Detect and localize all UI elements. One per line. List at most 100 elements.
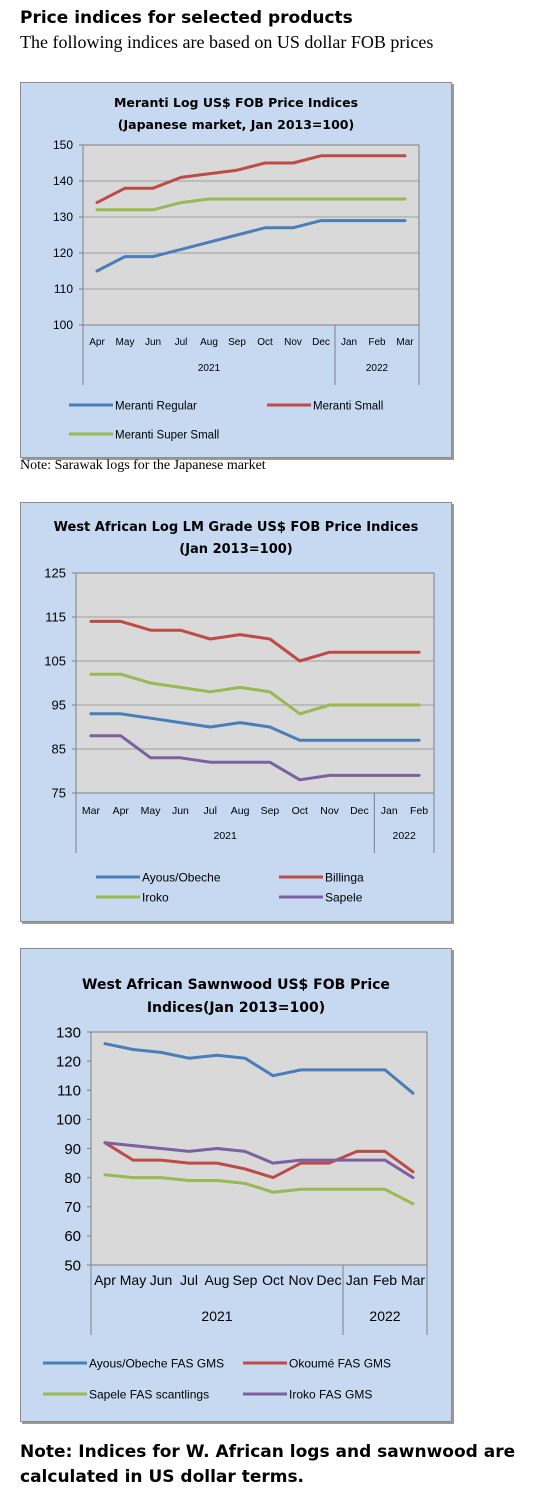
chart1-x-tick-label: Mar — [396, 337, 414, 348]
chart2-title: West African Log LM Grade US$ FOB Price … — [54, 520, 419, 535]
page-subheading: The following indices are based on US do… — [20, 32, 434, 52]
chart1-title: Meranti Log US$ FOB Price Indices — [114, 95, 358, 110]
footnote: Note: Indices for W. African logs and sa… — [20, 1442, 516, 1487]
chart2-y-tick-label: 75 — [52, 786, 66, 801]
wa-log-chart-panel: West African Log LM Grade US$ FOB Price … — [20, 502, 452, 922]
chart1-x-tick-label: May — [116, 337, 135, 348]
chart2-legend-label: Ayous/Obeche — [142, 871, 221, 885]
wa-sawnwood-chart-panel: West African Sawnwood US$ FOB Price Indic… — [20, 948, 452, 1422]
chart3-x-tick-label: May — [120, 1272, 146, 1288]
chart1-x-tick-label: Jul — [175, 337, 188, 348]
chart1-y-tick-label: 110 — [54, 282, 73, 296]
chart2-y-tick-label: 125 — [44, 566, 66, 581]
chart3-y-tick-label: 110 — [57, 1083, 81, 1100]
chart3-x-tick-label: Jan — [346, 1272, 369, 1288]
chart1-y-tick-label: 100 — [53, 318, 73, 332]
chart1-plot-area — [82, 144, 420, 326]
chart3-y-tick-label: 100 — [56, 1112, 81, 1129]
chart1-x-tick-label: Feb — [368, 337, 386, 348]
chart3-y-tick-label: 70 — [64, 1199, 81, 1216]
chart1-x-tick-label: Aug — [200, 337, 218, 348]
chart3-y-tick-label: 60 — [64, 1228, 81, 1245]
chart2-x-tick-label: Oct — [292, 805, 308, 817]
chart1-x-tick-label: Nov — [284, 337, 302, 348]
chart2-x-tick-label: Sep — [261, 805, 280, 817]
chart2-subtitle: (Jan 2013=100) — [179, 542, 292, 557]
chart3-series-iroko-fas-gms — [103, 1141, 415, 1180]
chart3-series-sapele-fas-scantlings — [103, 1173, 415, 1206]
chart1-x-tick-label: Dec — [312, 337, 330, 348]
chart3-x-tick-label: Nov — [289, 1272, 314, 1288]
chart3-year-label: 2021 — [201, 1308, 232, 1324]
chart3-y-tick-label: 50 — [64, 1257, 81, 1274]
chart3-title: West African Sawnwood US$ FOB Price — [82, 977, 390, 993]
chart1-y-tick-label: 140 — [53, 174, 73, 188]
chart2-y-tick-label: 105 — [44, 654, 66, 669]
chart1-subtitle: (Japanese market, Jan 2013=100) — [118, 117, 354, 132]
chart2-x-tick-label: Aug — [231, 805, 250, 817]
chart1-legend-label: Meranti Super Small — [115, 429, 219, 441]
meranti-chart-panel: Meranti Log US$ FOB Price Indices (Japane… — [20, 82, 452, 458]
chart3-y-tick-label: 130 — [56, 1024, 81, 1041]
chart1-y-tick-label: 130 — [53, 210, 73, 224]
chart3-x-tick-label: Sep — [233, 1272, 258, 1288]
chart3-series-ayous-obeche-fas-gms — [103, 1042, 415, 1095]
meranti-chart: Meranti Log US$ FOB Price Indices (Japane… — [53, 95, 420, 441]
chart3-x-tick-label: Dec — [317, 1272, 342, 1288]
chart2-series-sapele — [89, 734, 421, 782]
chart1-series-meranti-super-small — [95, 197, 407, 212]
chart3-x-tick-label: Jun — [150, 1272, 173, 1288]
chart1-y-tick-label: 150 — [53, 138, 73, 152]
chart2-y-tick-label: 95 — [52, 698, 66, 713]
meranti-note: Note: Sarawak logs for the Japanese mark… — [20, 458, 266, 473]
chart3-y-tick-label: 120 — [56, 1053, 81, 1070]
chart3-x-tick-label: Mar — [401, 1272, 425, 1288]
chart3-subtitle: Indices(Jan 2013=100) — [147, 1000, 325, 1016]
chart1-legend-label: Meranti Small — [313, 400, 383, 412]
chart3-x-tick-label: Feb — [373, 1272, 397, 1288]
chart3-x-tick-label: Jul — [180, 1272, 198, 1288]
chart3-y-tick-label: 90 — [64, 1141, 81, 1158]
chart2-x-tick-label: Jul — [204, 805, 217, 817]
chart2-x-tick-label: Jan — [381, 805, 398, 817]
chart2-series-billinga — [89, 619, 421, 663]
chart1-x-tick-label: Jan — [341, 337, 357, 348]
chart2-x-tick-label: May — [141, 805, 162, 817]
chart2-x-tick-label: Apr — [113, 805, 130, 817]
chart2-x-tick-label: Dec — [350, 805, 369, 817]
chart3-year-label: 2022 — [369, 1308, 400, 1324]
chart2-legend-label: Sapele — [325, 891, 363, 905]
page-heading: Price indices for selected products — [20, 8, 353, 28]
chart2-x-tick-label: Jun — [172, 805, 189, 817]
chart3-legend-label: Sapele FAS scantlings — [89, 1388, 209, 1402]
chart1-y-tick-label: 120 — [53, 246, 73, 260]
chart3-legend-label: Okoumé FAS GMS — [289, 1357, 391, 1371]
chart2-year-label: 2022 — [392, 830, 416, 842]
chart2-series-iroko — [89, 672, 421, 716]
chart2-series-ayous-obeche — [89, 712, 421, 742]
chart2-x-tick-label: Nov — [320, 805, 339, 817]
chart1-year-label: 2021 — [198, 363, 221, 374]
chart3-legend-label: Iroko FAS GMS — [289, 1388, 372, 1402]
chart2-plot-area — [75, 572, 435, 794]
chart3-x-tick-label: Oct — [262, 1272, 284, 1288]
chart2-x-tick-label: Feb — [410, 805, 428, 817]
chart1-x-tick-label: Oct — [257, 337, 273, 348]
chart3-x-tick-label: Apr — [94, 1272, 116, 1288]
chart1-series-meranti-small — [95, 154, 407, 205]
chart1-legend-label: Meranti Regular — [115, 400, 197, 412]
chart1-series-meranti-regular — [95, 219, 407, 273]
chart1-year-label: 2022 — [366, 363, 389, 374]
chart3-legend-label: Ayous/Obeche FAS GMS — [89, 1357, 224, 1371]
chart1-x-tick-label: Sep — [228, 337, 246, 348]
chart2-legend-label: Iroko — [142, 891, 169, 905]
chart1-x-tick-label: Apr — [89, 337, 105, 348]
chart2-year-label: 2021 — [213, 830, 237, 842]
chart1-x-tick-label: Jun — [145, 337, 161, 348]
chart2-y-tick-label: 85 — [52, 742, 66, 757]
chart2-y-tick-label: 115 — [45, 610, 66, 625]
chart2-legend-label: Billinga — [325, 871, 364, 885]
chart2-x-tick-label: Mar — [82, 805, 101, 817]
wa-sawnwood-chart: West African Sawnwood US$ FOB Price Indic… — [43, 977, 428, 1402]
wa-log-chart: West African Log LM Grade US$ FOB Price … — [44, 520, 435, 905]
